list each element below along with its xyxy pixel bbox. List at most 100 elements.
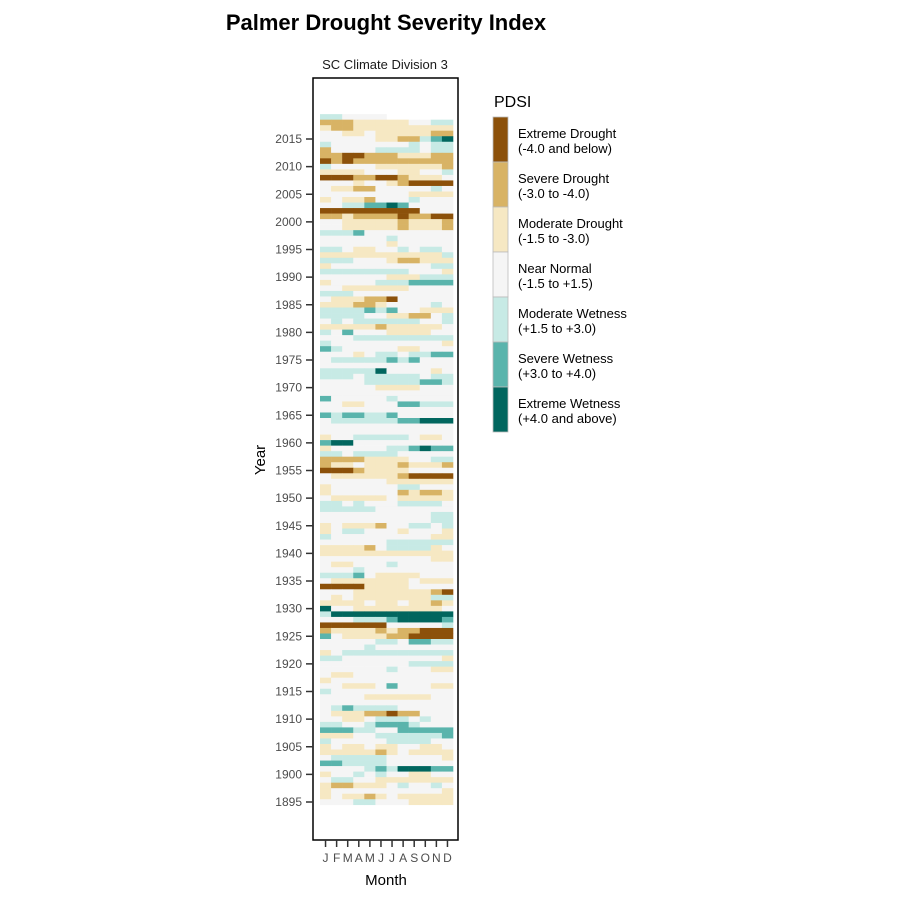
- heatmap-cell: [430, 401, 443, 408]
- heatmap-cell: [320, 230, 332, 236]
- heatmap-cell: [331, 224, 343, 231]
- heatmap-cell: [331, 368, 343, 375]
- heatmap-cell: [441, 274, 454, 281]
- heatmap-cell: [419, 119, 432, 126]
- heatmap-cell: [419, 511, 432, 518]
- heatmap-cell: [430, 760, 443, 767]
- heatmap-cell: [364, 627, 376, 634]
- heatmap-cell: [364, 440, 376, 446]
- heatmap-cell: [397, 434, 409, 441]
- heatmap-cell: [441, 611, 454, 618]
- heatmap-cell: [397, 788, 409, 795]
- heatmap-cell: [397, 257, 409, 264]
- heatmap-cell: [342, 340, 354, 347]
- heatmap-cell: [386, 169, 398, 176]
- heatmap-cell: [353, 130, 365, 137]
- heatmap-cell: [441, 224, 454, 231]
- heatmap-cell: [320, 213, 332, 220]
- heatmap-cell: [364, 119, 376, 126]
- heatmap-cell: [419, 594, 432, 601]
- heatmap-cells: [320, 114, 454, 806]
- heatmap-cell: [386, 534, 398, 540]
- heatmap-cell: [353, 191, 365, 198]
- heatmap-cell: [408, 169, 421, 176]
- heatmap-cell: [397, 197, 409, 203]
- heatmap-cell: [364, 307, 376, 314]
- heatmap-cell: [397, 594, 409, 601]
- heatmap-cell: [342, 639, 354, 645]
- heatmap-cell: [430, 290, 443, 297]
- heatmap-cell: [386, 683, 398, 690]
- heatmap-cell: [342, 208, 354, 214]
- heatmap-cell: [375, 429, 387, 435]
- heatmap-cell: [353, 644, 365, 651]
- heatmap-cell: [353, 318, 365, 325]
- heatmap-cell: [342, 561, 354, 568]
- heatmap-cell: [342, 799, 354, 806]
- heatmap-cell: [397, 368, 409, 375]
- heatmap-cell: [331, 589, 343, 596]
- heatmap-cell: [342, 572, 354, 579]
- heatmap-cell: [441, 257, 454, 264]
- heatmap-cell: [353, 357, 365, 364]
- heatmap-cell: [397, 224, 409, 231]
- heatmap-cell: [386, 390, 398, 397]
- heatmap-cell: [364, 771, 376, 778]
- heatmap-cell: [397, 743, 409, 750]
- heatmap-cell: [441, 782, 454, 789]
- heatmap-cell: [320, 666, 332, 673]
- heatmap-cell: [408, 268, 421, 275]
- heatmap-cell: [397, 622, 409, 629]
- heatmap-cell: [320, 384, 332, 391]
- heatmap-cell: [386, 749, 398, 756]
- heatmap-cell: [430, 390, 443, 397]
- heatmap-cell: [320, 489, 332, 496]
- legend-swatch: [492, 116, 509, 163]
- heatmap-cell: [441, 683, 454, 690]
- heatmap-cell: [397, 390, 409, 397]
- heatmap-cell: [386, 423, 398, 430]
- heatmap-cell: [331, 495, 343, 502]
- heatmap-cell: [331, 313, 343, 319]
- heatmap-cell: [408, 335, 421, 341]
- heatmap-cell: [419, 268, 432, 275]
- heatmap-cell: [342, 705, 354, 712]
- legend-swatch: [492, 296, 509, 343]
- heatmap-cell: [353, 219, 365, 225]
- heatmap-cell: [364, 611, 376, 618]
- heatmap-cell: [375, 484, 387, 491]
- heatmap-cell: [320, 644, 332, 651]
- heatmap-cell: [419, 185, 432, 192]
- heatmap-cell: [353, 567, 365, 574]
- heatmap-cell: [320, 241, 332, 248]
- heatmap-cell: [320, 705, 332, 712]
- heatmap-cell: [408, 710, 421, 717]
- heatmap-cell: [353, 688, 365, 695]
- heatmap-cell: [375, 141, 387, 148]
- heatmap-cell: [320, 208, 332, 214]
- heatmap-cell: [342, 445, 354, 452]
- heatmap-cell: [353, 556, 365, 562]
- heatmap-cell: [430, 384, 443, 391]
- heatmap-cell: [441, 163, 454, 170]
- heatmap-cell: [397, 539, 409, 546]
- heatmap-cell: [331, 158, 343, 165]
- y-tick-label: 1940: [275, 546, 302, 560]
- heatmap-cell: [408, 473, 421, 480]
- heatmap-cell: [419, 219, 432, 225]
- heatmap-cell: [386, 517, 398, 524]
- heatmap-cell: [419, 191, 432, 198]
- heatmap-cell: [364, 429, 376, 435]
- heatmap-cell: [430, 732, 443, 739]
- heatmap-cell: [408, 202, 421, 209]
- heatmap-cell: [397, 456, 409, 463]
- heatmap-cell: [320, 478, 332, 485]
- heatmap-cell: [331, 423, 343, 430]
- heatmap-cell: [364, 340, 376, 347]
- y-axis-title: Year: [252, 445, 269, 475]
- heatmap-cell: [320, 357, 332, 364]
- heatmap-cell: [320, 633, 332, 640]
- heatmap-cell: [353, 313, 365, 319]
- heatmap-cell: [386, 622, 398, 629]
- heatmap-cell: [386, 500, 398, 507]
